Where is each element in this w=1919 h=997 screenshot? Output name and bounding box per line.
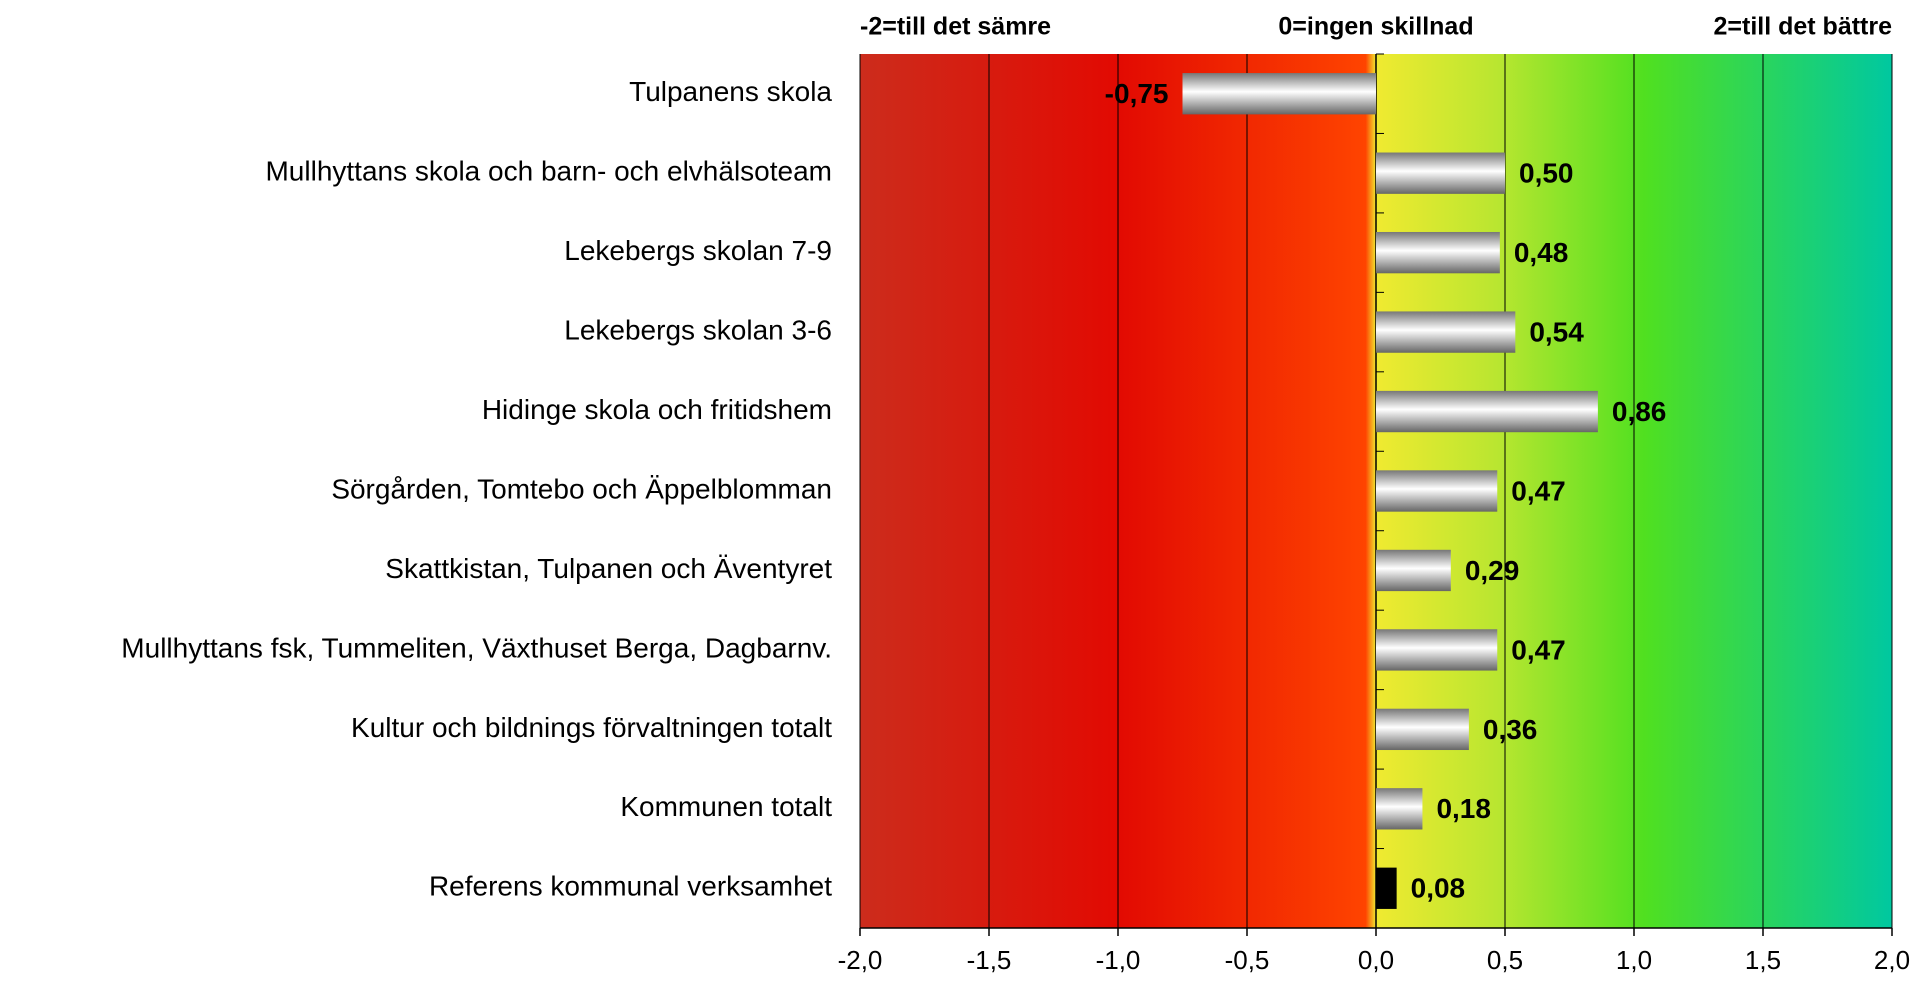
bar (1376, 311, 1516, 353)
category-label: Sörgården, Tomtebo och Äppelblomman (331, 473, 832, 504)
value-label: 0,18 (1436, 793, 1491, 824)
scale-label: 0=ingen skillnad (1278, 13, 1473, 41)
value-label: 0,54 (1529, 316, 1584, 347)
bar (1182, 73, 1376, 115)
bar (1376, 549, 1451, 592)
scale-label: 2=till det bättre (1713, 13, 1892, 41)
category-label: Kommunen totalt (620, 791, 832, 822)
value-label: 0,08 (1411, 873, 1466, 904)
bar (1376, 470, 1498, 512)
value-label: 0,29 (1465, 555, 1520, 586)
x-tick-label: 1,5 (1745, 945, 1781, 975)
value-label: 0,50 (1519, 158, 1574, 189)
category-label: Lekebergs skolan 3-6 (564, 314, 832, 345)
x-tick-label: 2,0 (1874, 945, 1910, 975)
value-label: 0,47 (1511, 634, 1566, 665)
category-label: Referens kommunal verksamhet (429, 871, 832, 902)
category-label: Skattkistan, Tulpanen och Äventyret (385, 553, 832, 584)
bar (1376, 788, 1423, 830)
value-label: 0,86 (1612, 396, 1667, 427)
bar (1376, 231, 1500, 274)
category-label: Tulpanens skola (629, 76, 832, 107)
value-label: 0,36 (1483, 714, 1538, 745)
x-tick-label: -2,0 (838, 945, 883, 975)
bar (1376, 867, 1397, 909)
x-tick-label: -0,5 (1225, 945, 1270, 975)
x-tick-label: 1,0 (1616, 945, 1652, 975)
x-tick-label: 0,0 (1358, 945, 1394, 975)
bar (1376, 390, 1598, 433)
bar (1376, 152, 1505, 194)
scale-label: -2=till det sämre (860, 13, 1051, 41)
value-label: -0,75 (1105, 78, 1169, 109)
x-tick-label: 0,5 (1487, 945, 1523, 975)
category-label: Lekebergs skolan 7-9 (564, 235, 832, 266)
category-label: Mullhyttans skola och barn- och elvhälso… (265, 156, 832, 187)
category-label: Hidinge skola och fritidshem (482, 394, 832, 425)
value-label: 0,47 (1511, 475, 1566, 506)
value-label: 0,48 (1514, 237, 1569, 268)
category-label: Kultur och bildnings förvaltningen total… (351, 712, 832, 743)
x-tick-label: -1,5 (967, 945, 1012, 975)
category-label: Mullhyttans fsk, Tummeliten, Växthuset B… (121, 632, 832, 663)
x-tick-label: -1,0 (1096, 945, 1141, 975)
bar (1376, 629, 1498, 671)
bar (1376, 708, 1469, 751)
